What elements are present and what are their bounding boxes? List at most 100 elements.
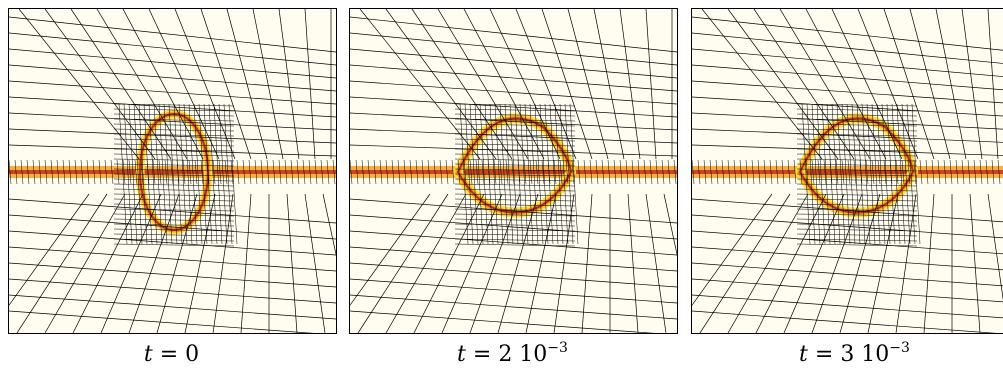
fine-line [494,103,504,245]
fine-line [519,103,529,245]
fine-line [601,159,605,185]
mesh-line [553,193,575,333]
fine-line [796,218,918,222]
interface-core [9,170,336,174]
mesh-line [350,214,677,240]
mesh-line [923,193,935,333]
fine-line [26,159,30,185]
caption-equals: = [465,342,499,367]
fine-line [836,103,846,245]
fine-line [895,159,899,185]
fine-line [796,203,918,207]
mesh-line [9,48,336,79]
fine-line [769,159,773,185]
fine-line [385,159,389,185]
mesh-lines [350,9,677,333]
fine-line [454,183,576,187]
mesh-line [350,262,677,288]
fine-line [50,159,54,185]
fine-line [113,108,235,112]
fine-line [454,178,576,182]
mesh-line [692,198,1003,223]
fine-line [796,183,918,187]
fine-line [816,103,826,245]
mesh-line [9,278,336,304]
fine-line [296,159,300,185]
mesh-line [857,9,919,160]
fine-line [733,159,737,185]
fine-line [397,159,401,185]
fine-line [709,159,713,185]
mesh-line [350,198,677,224]
mesh-line [350,246,677,272]
fine-line [811,159,815,185]
fine-line [454,243,576,247]
caption-t1: t = 2 10−3 [349,340,676,367]
mesh-line [437,9,529,160]
fine-line [569,103,579,245]
fine-line [113,178,235,182]
fine-line [176,159,180,185]
fine-line [796,243,918,247]
fine-line [182,159,186,185]
fine-line [454,108,576,112]
fine-line [913,159,917,185]
fine-line [44,159,48,185]
fine-line [302,159,306,185]
fine-line [796,118,918,122]
fine-line [847,159,851,185]
caption-variable: t [457,342,466,367]
fine-line [799,159,803,185]
fine-line [547,159,551,185]
mesh-line [350,278,677,304]
fine-line [148,103,158,245]
fine-line [113,103,235,107]
fine-line [355,159,359,185]
mesh-plot-t0 [9,9,336,333]
mesh-line [627,193,639,333]
fine-line [454,228,576,232]
mesh-line [9,294,336,320]
mesh-line [184,193,216,333]
fine-line [796,188,918,192]
fine-line [140,159,144,185]
fine-line [206,159,210,185]
mesh-line [895,193,917,333]
fine-line [613,159,617,185]
fine-line [937,159,941,185]
fine-line [901,159,905,185]
mesh-line [9,96,336,118]
fine-line [454,143,576,147]
fine-line [183,103,193,245]
fine-line [841,159,845,185]
mesh-line [489,9,561,160]
mesh-line [72,193,144,333]
fine-line [796,153,918,157]
fine-line [421,159,425,185]
mesh-line [9,128,336,144]
fine-line [775,159,779,185]
mesh-line [883,9,935,160]
fine-line [20,159,24,185]
mesh-line [581,193,593,333]
fine-line [889,159,893,185]
mesh-line [304,9,316,160]
mesh-line [692,16,1003,51]
mesh-line [463,9,545,160]
fine-line [565,159,569,185]
fine-line [796,208,918,212]
fine-line [649,159,653,185]
fine-line [619,159,623,185]
fine-line [796,163,918,167]
mesh-line [867,193,899,333]
fine-line [284,159,288,185]
mesh-line [699,193,791,333]
fine-line [475,159,479,185]
mesh-line [96,9,188,160]
mesh-line [783,193,845,333]
fine-line [110,159,114,185]
fine-line [373,159,377,185]
fine-line [535,159,539,185]
mesh-line [692,96,1003,117]
fine-line [865,159,869,185]
